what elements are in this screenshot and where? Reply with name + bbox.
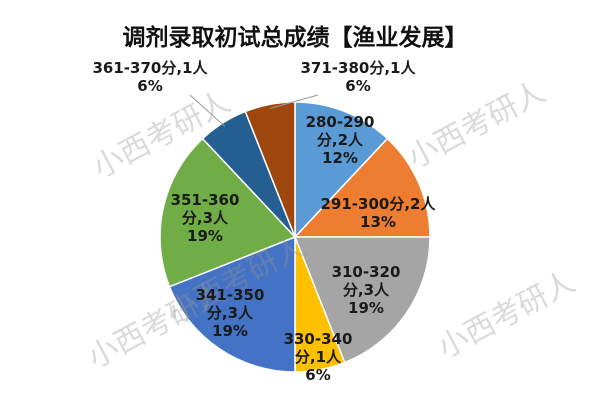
label-percent: 19% [212,322,248,340]
label-percent: 13% [360,213,396,231]
leader-line [189,94,226,127]
label-percent: 6% [305,366,331,384]
data-label: 341-350分,3人 19% [190,286,270,340]
label-percent: 6% [137,77,163,95]
pie-slice [168,235,296,373]
label-category: 351-360分,3人 [170,191,240,227]
pie-slice [293,137,431,238]
label-category: 371-380分,1人 [300,59,416,77]
label-percent: 6% [345,77,371,95]
pie-slice [244,101,296,238]
pie-slice [294,101,389,239]
label-category: 341-350分,3人 [195,286,265,322]
data-label: 280-290分,2人 12% [300,113,380,167]
label-percent: 19% [187,227,223,245]
data-label: 310-320分,3人 19% [326,263,406,317]
leader-line [270,94,319,109]
data-label: 351-360分,3人 19% [165,191,245,245]
label-category: 361-370分,1人 [92,59,208,77]
data-label: 371-380分,1人 6% [278,59,438,95]
data-label: 291-300分,2人 13% [303,195,453,231]
label-percent: 12% [322,149,358,167]
label-category: 280-290分,2人 [305,113,375,149]
label-percent: 19% [348,299,384,317]
data-label: 361-370分,1人 6% [70,59,230,95]
label-category: 310-320分,3人 [331,263,401,299]
pie-slice [159,137,297,288]
label-category: 330-340分,1人 [283,330,353,366]
pie-slice [293,236,431,364]
chart-title: 调剂录取初试总成绩【渔业发展】 [122,25,468,51]
label-category: 291-300分,2人 [320,195,436,213]
data-label: 330-340分,1人 6% [282,330,354,384]
